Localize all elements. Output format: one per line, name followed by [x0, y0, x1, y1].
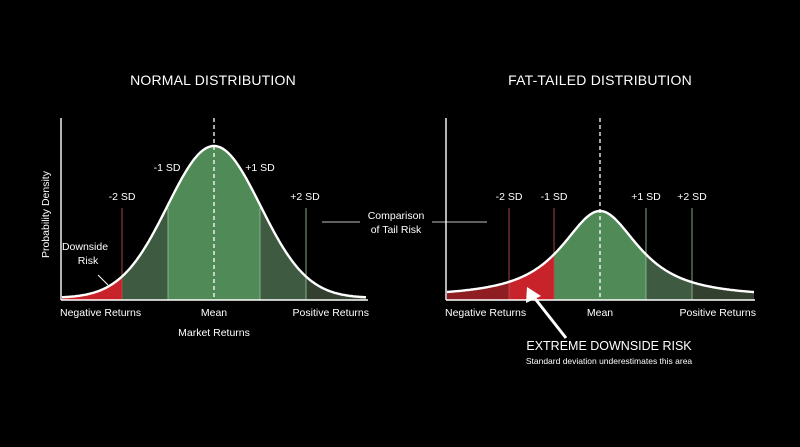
comparison-label-line2: of Tail Risk — [370, 224, 422, 236]
y-axis-label: Probability Density — [40, 171, 52, 258]
left-x-positive-label: Positive Returns — [292, 307, 369, 319]
right-downside-tail-fill — [520, 254, 554, 300]
fat-tailed-curve — [446, 209, 755, 294]
x-axis-label: Market Returns — [178, 327, 250, 339]
downside-risk-label-line1: Downside — [61, 241, 109, 253]
left-sd-label-minus2: -2 SD — [108, 191, 136, 203]
extreme-risk-arrow-shaft — [531, 295, 568, 339]
right-sd-label-plus1: +1 SD — [631, 191, 661, 203]
downside-risk-pointer — [97, 274, 109, 286]
right-x-negative-label: Negative Returns — [445, 307, 527, 319]
normal-distribution-panel — [60, 118, 368, 301]
right-sd-label-minus2: -2 SD — [495, 191, 523, 203]
left-sd-label-plus1: +1 SD — [245, 162, 275, 174]
right-x-mean-label: Mean — [586, 307, 614, 319]
right-sd-label-plus2: +2 SD — [677, 191, 707, 203]
left-positive-tail-fill — [306, 276, 366, 300]
right-title: FAT-TAILED DISTRIBUTION — [508, 72, 692, 88]
right-x-positive-label: Positive Returns — [679, 307, 756, 319]
extreme-risk-arrow-head — [526, 287, 541, 303]
left-x-mean-label: Mean — [200, 307, 228, 319]
left-x-negative-label: Negative Returns — [60, 307, 142, 319]
extreme-downside-risk-title: EXTREME DOWNSIDE RISK — [526, 339, 692, 353]
fat-tailed-distribution-panel — [445, 118, 755, 301]
left-title: NORMAL DISTRIBUTION — [130, 72, 296, 88]
right-center-fill — [554, 211, 646, 300]
extreme-downside-risk-subtitle: Standard deviation underestimates this a… — [525, 356, 693, 366]
right-sd-label-minus1: -1 SD — [540, 191, 568, 203]
comparison-label-line1: Comparison — [367, 210, 425, 222]
right-extreme-tail-fill — [509, 277, 520, 300]
left-downside-tail-fill — [62, 276, 122, 300]
downside-risk-label-line2: Risk — [77, 255, 99, 267]
left-sd-lines — [121, 208, 307, 300]
normal-curve — [61, 144, 367, 299]
left-sd-label-plus2: +2 SD — [290, 191, 320, 203]
left-sd-label-minus1: -1 SD — [153, 162, 181, 174]
